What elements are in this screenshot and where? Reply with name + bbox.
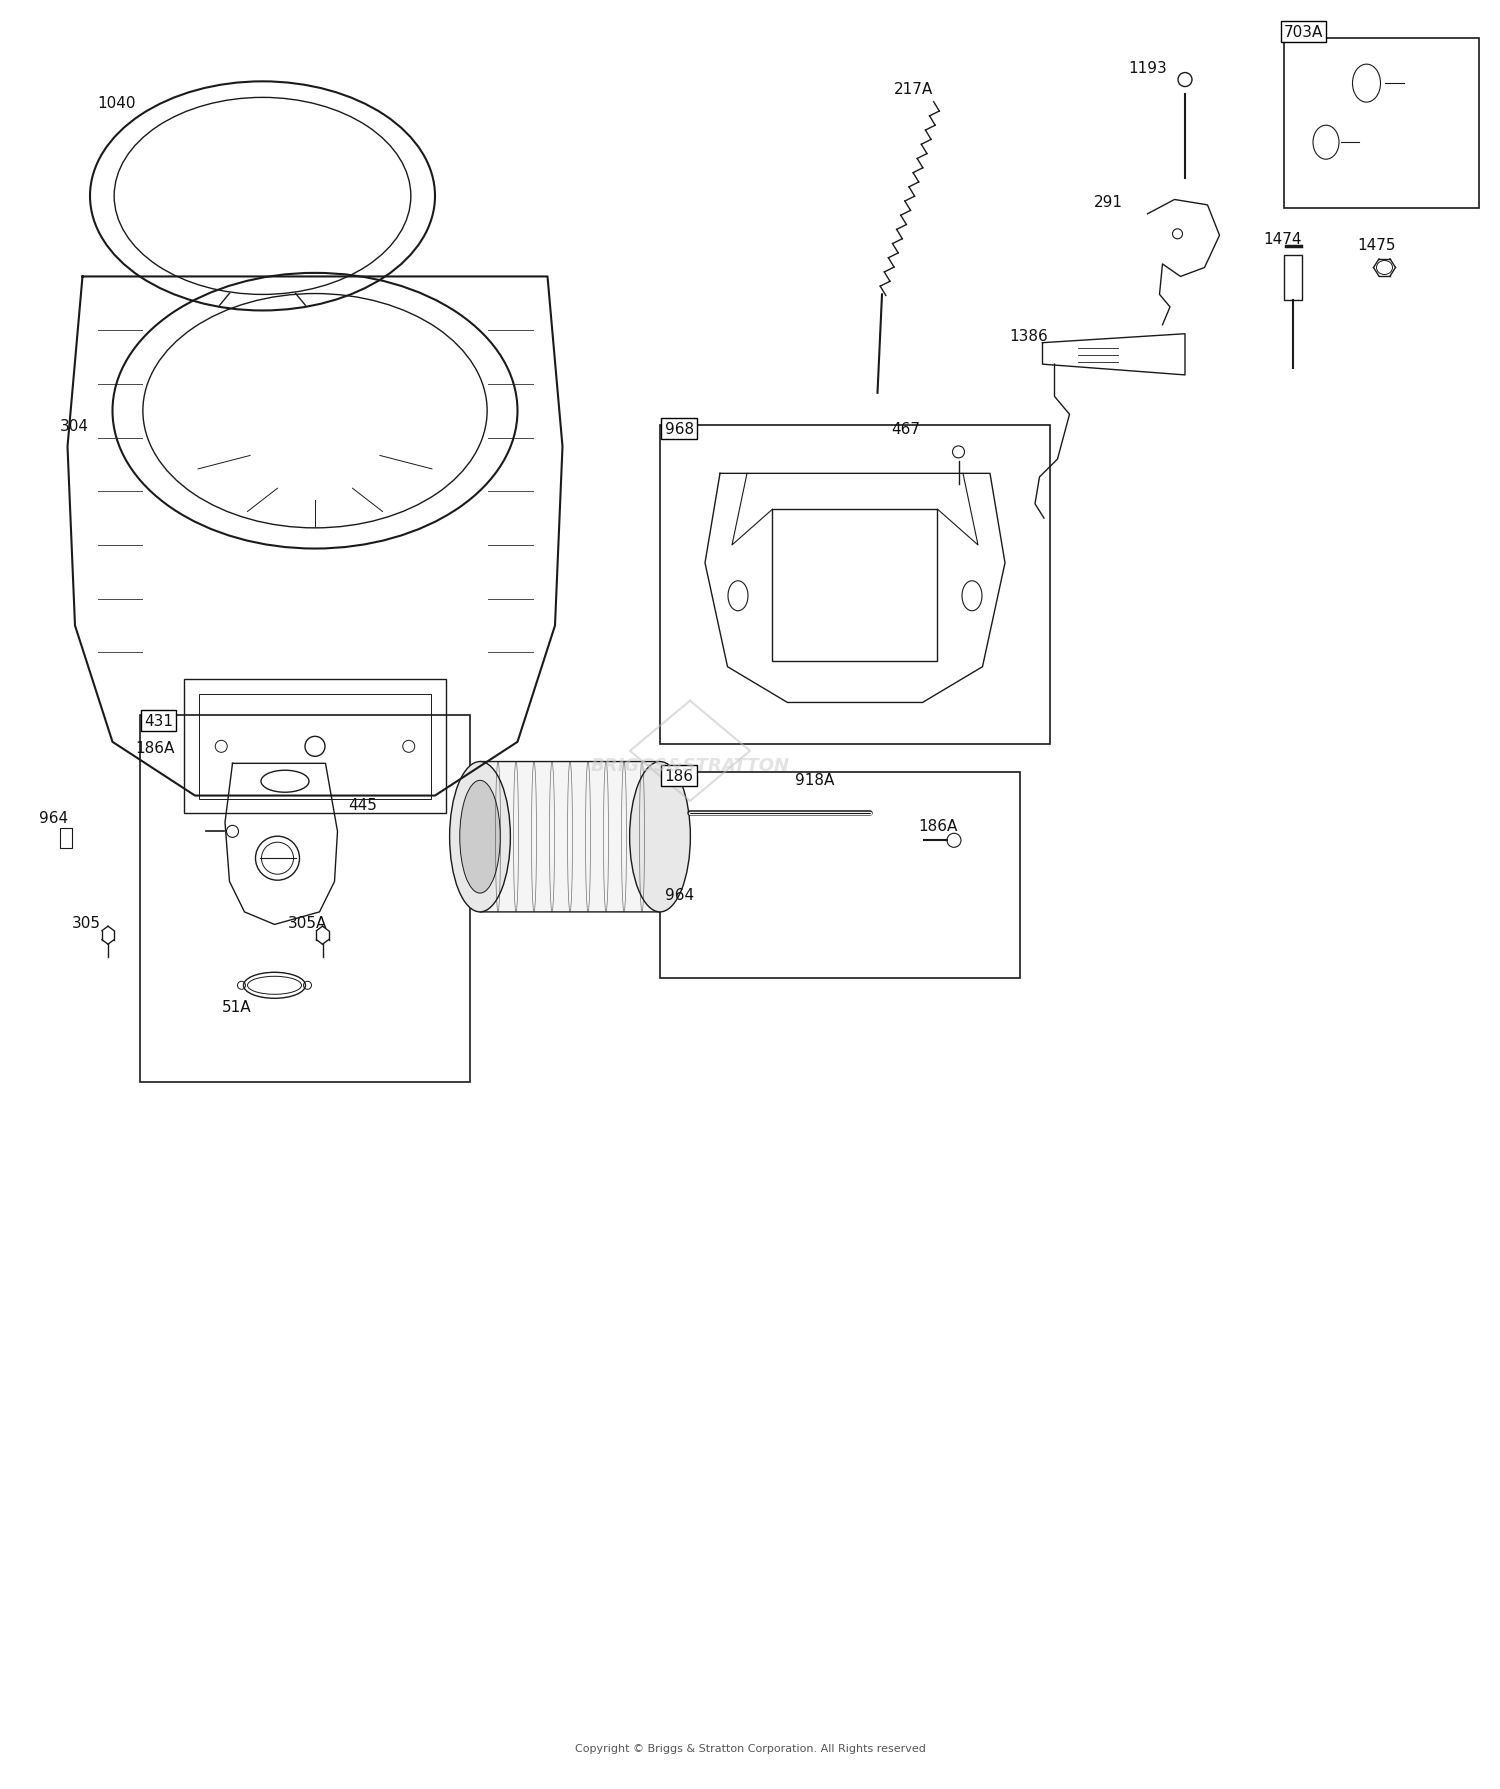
Text: 186A: 186A: [135, 741, 174, 755]
Text: BRIGGS&STRATTON: BRIGGS&STRATTON: [591, 757, 789, 775]
Text: 186A: 186A: [918, 819, 957, 834]
Bar: [660, 426, 1050, 744]
Text: 918A: 918A: [795, 773, 834, 787]
Ellipse shape: [450, 762, 510, 912]
Bar: [660, 773, 1020, 979]
Bar: [1284, 39, 1479, 209]
Bar: [772, 510, 938, 662]
Text: 1474: 1474: [1263, 233, 1302, 247]
Text: 445: 445: [348, 798, 376, 812]
Text: Copyright © Briggs & Stratton Corporation. All Rights reserved: Copyright © Briggs & Stratton Corporatio…: [574, 1742, 926, 1753]
Text: 305: 305: [72, 916, 100, 930]
Text: 291: 291: [1094, 195, 1122, 209]
Text: 217A: 217A: [894, 82, 933, 97]
Text: 1475: 1475: [1358, 238, 1396, 252]
Bar: [60, 828, 72, 848]
Text: 51A: 51A: [222, 1000, 252, 1014]
Text: 968: 968: [664, 422, 693, 437]
Text: 431: 431: [144, 714, 172, 728]
FancyBboxPatch shape: [480, 762, 660, 912]
Text: 186: 186: [664, 769, 693, 784]
Text: 1040: 1040: [98, 97, 136, 111]
Text: 964: 964: [39, 810, 68, 825]
Text: 703A: 703A: [1284, 25, 1323, 39]
Text: 964: 964: [664, 887, 693, 902]
Bar: [1284, 256, 1302, 301]
Bar: [198, 694, 432, 800]
Text: 305A: 305A: [288, 916, 327, 930]
Bar: [672, 848, 684, 866]
Text: 304: 304: [60, 419, 88, 433]
Text: 1193: 1193: [1128, 61, 1167, 75]
Text: 1386: 1386: [1010, 329, 1048, 343]
Bar: [183, 680, 447, 814]
Ellipse shape: [459, 780, 500, 894]
Bar: [140, 716, 470, 1082]
Ellipse shape: [630, 762, 690, 912]
Text: 467: 467: [891, 422, 920, 437]
